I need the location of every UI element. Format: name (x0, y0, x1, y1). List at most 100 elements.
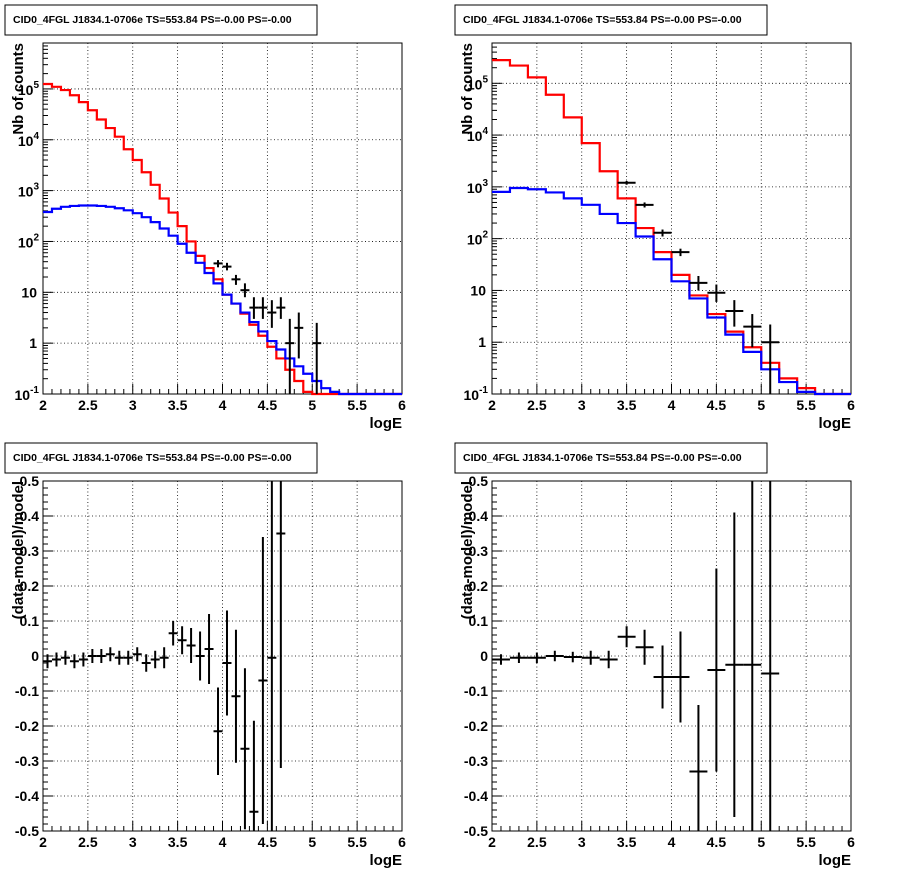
data-point (617, 626, 636, 648)
data-point (43, 654, 52, 669)
x-tick-label: 2 (488, 397, 496, 413)
x-tick-label: 6 (847, 397, 855, 413)
data-point (509, 652, 528, 663)
chart-panel-4: CID0_4FGL J1834.1-0706e TS=553.84 PS=-0.… (454, 442, 855, 869)
data-point (653, 229, 672, 237)
x-tick-label: 3 (129, 834, 137, 850)
data-point (276, 297, 286, 319)
y-tick-label: 10-1 (15, 385, 40, 403)
y-tick-label: 10-1 (464, 385, 489, 403)
x-tick-label: 5.5 (347, 397, 367, 413)
y-tick-label: -0.1 (464, 683, 488, 699)
data-point (689, 705, 708, 831)
x-tick-label: 4.5 (258, 834, 278, 850)
data-point (231, 274, 241, 285)
y-axis-label: (data-model)/model (459, 481, 476, 619)
data-point (599, 650, 618, 669)
data-point (114, 650, 124, 665)
data-point (267, 481, 277, 831)
data-point (105, 647, 115, 662)
x-tick-label: 4 (668, 397, 676, 413)
chart-panel-3: CID0_4FGL J1834.1-0706e TS=553.84 PS=-0.… (4, 442, 406, 869)
x-tick-label: 5 (757, 397, 765, 413)
data-point (267, 300, 277, 328)
data-point (725, 300, 744, 327)
data-point (707, 568, 726, 772)
y-tick-label: 0.1 (20, 613, 40, 629)
x-tick-label: 4 (219, 397, 227, 413)
y-tick-label: -0.4 (15, 788, 39, 804)
data-point (240, 668, 250, 830)
x-tick-label: 4.5 (707, 834, 727, 850)
data-point (743, 481, 762, 831)
data-point (222, 610, 232, 716)
x-tick-label: 6 (847, 834, 855, 850)
y-tick-label: 0.3 (469, 543, 489, 559)
red-histogram-series (43, 82, 402, 396)
data-point (671, 631, 690, 723)
data-point (213, 687, 223, 775)
x-tick-label: 2 (488, 834, 496, 850)
y-tick-label: 0.4 (20, 508, 40, 524)
data-point (96, 649, 106, 663)
y-axis-label: Nb of counts (459, 43, 476, 135)
x-tick-label: 4.5 (258, 397, 278, 413)
data-point (276, 481, 286, 768)
x-tick-label: 3.5 (617, 397, 637, 413)
data-point (707, 284, 726, 302)
data-point (69, 654, 79, 669)
x-tick-label: 2.5 (527, 834, 547, 850)
x-axis-label: logE (370, 852, 403, 869)
x-tick-label: 6 (398, 397, 406, 413)
data-point (285, 318, 295, 394)
data-point (132, 647, 142, 662)
x-tick-label: 2.5 (527, 397, 547, 413)
data-point (258, 537, 268, 824)
y-tick-label: -0.5 (15, 823, 39, 839)
y-tick-label: 104 (467, 126, 489, 144)
y-tick-label: -0.2 (15, 718, 39, 734)
data-point (761, 481, 780, 831)
x-tick-label: 5 (757, 834, 765, 850)
blue-histogram-series (492, 186, 851, 396)
data-point (78, 652, 88, 667)
data-point (258, 297, 268, 319)
chart-panel-2: CID0_4FGL J1834.1-0706e TS=553.84 PS=-0.… (454, 4, 855, 432)
x-tick-label: 2 (39, 834, 47, 850)
y-tick-label: 105 (467, 74, 489, 92)
y-tick-label: 105 (18, 80, 40, 98)
y-axis-label: Nb of counts (10, 43, 27, 135)
data-point (527, 652, 546, 663)
chart-panel-1: CID0_4FGL J1834.1-0706e TS=553.84 PS=-0.… (4, 4, 406, 432)
x-tick-label: 5.5 (796, 397, 816, 413)
data-point (168, 621, 178, 646)
data-point (635, 629, 654, 665)
data-point (761, 324, 780, 394)
x-tick-label: 2 (39, 397, 47, 413)
chart-title: CID0_4FGL J1834.1-0706e TS=553.84 PS=-0.… (463, 452, 742, 464)
x-tick-label: 3.5 (168, 834, 188, 850)
y-tick-label: 0.1 (469, 613, 489, 629)
x-tick-label: 5 (308, 834, 316, 850)
y-tick-label: 0.3 (20, 543, 40, 559)
x-tick-label: 3.5 (617, 834, 637, 850)
data-point (249, 720, 259, 831)
y-tick-label: 102 (467, 230, 489, 248)
data-point (635, 202, 654, 208)
chart-title-box (454, 4, 768, 36)
x-tick-label: 5.5 (347, 834, 367, 850)
chart-title-box (4, 4, 318, 36)
data-point (60, 650, 70, 665)
x-tick-label: 3.5 (168, 397, 188, 413)
data-point (204, 614, 214, 684)
y-tick-label: -0.4 (464, 788, 488, 804)
data-point (249, 297, 259, 319)
x-tick-label: 3 (129, 397, 137, 413)
chart-title-box (454, 442, 768, 474)
data-point (743, 314, 762, 348)
blue-histogram-series (43, 204, 402, 396)
y-tick-label: 0.5 (469, 473, 489, 489)
data-point (123, 650, 133, 665)
data-point (231, 629, 241, 763)
